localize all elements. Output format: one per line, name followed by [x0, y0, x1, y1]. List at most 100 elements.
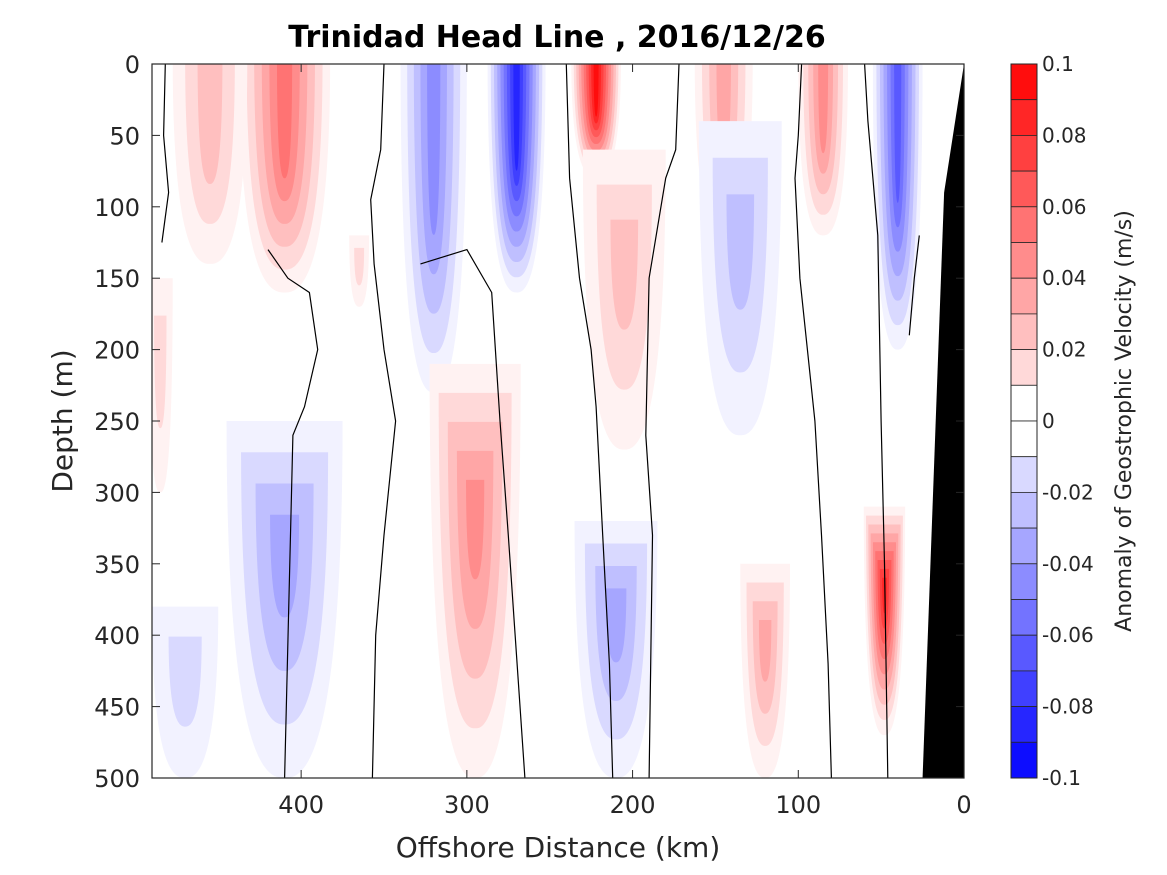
- contour-feature-15: [863, 506, 906, 736]
- contour-feature-11: [152, 606, 219, 778]
- colorbar-frame: [1010, 63, 1038, 779]
- colorbar-bin: [1010, 599, 1038, 636]
- contour-feature-9: [872, 64, 923, 350]
- contour-level: [610, 219, 639, 330]
- x-axis: 400 300 200 100 0: [278, 64, 972, 819]
- y-tick-label: 0: [125, 51, 140, 79]
- colorbar-bin: [1010, 741, 1038, 779]
- zero-contours: [161, 64, 920, 778]
- zero-contour-line: [161, 64, 170, 243]
- contour-feature-16: [349, 235, 370, 307]
- colorbar-bin: [1010, 527, 1038, 565]
- contour-feature-4: [571, 64, 621, 179]
- contour-feature-1: [172, 64, 248, 264]
- colorbar-bin: [1010, 706, 1038, 743]
- zero-contour-line: [420, 248, 526, 778]
- contour-feature-10: [226, 421, 343, 778]
- y-tick-label: 250: [94, 408, 140, 436]
- contour-level: [726, 194, 755, 310]
- zero-contour-line: [794, 64, 832, 778]
- contour-level: [154, 315, 167, 429]
- colorbar-tick-label: 0.06: [1042, 195, 1087, 219]
- y-axis: 0 50 100 150 200 250 300 350 400 450 500: [94, 51, 964, 793]
- colorbar-bin: [1010, 456, 1038, 493]
- contour-feature-17: [152, 278, 173, 493]
- y-tick-label: 150: [94, 265, 140, 293]
- zero-contour-line: [565, 64, 614, 778]
- colorbar-bin: [1010, 349, 1038, 386]
- contour-feature-13: [574, 520, 658, 778]
- contour-feature-5: [582, 149, 666, 450]
- colorbar-bin: [1010, 420, 1038, 458]
- contour-level: [605, 588, 627, 663]
- contour-feature-12: [429, 363, 521, 778]
- colorbar-title: Anomaly of Geostrophic Velocity (m/s): [1112, 210, 1137, 632]
- colorbar-bin: [1010, 206, 1038, 243]
- y-tick-label: 350: [94, 551, 140, 579]
- x-tick-label: 200: [610, 791, 656, 819]
- contour-level: [894, 64, 902, 203]
- zero-contour-line: [267, 249, 319, 778]
- y-tick-label: 200: [94, 337, 140, 365]
- zero-contour-line: [370, 64, 397, 778]
- contour-level: [758, 620, 772, 682]
- colorbar-bin: [1010, 313, 1038, 350]
- colorbar-tick-label: 0.1: [1042, 52, 1074, 76]
- contour-level: [593, 64, 599, 117]
- contour-feature-3: [400, 64, 467, 393]
- x-tick-label: 300: [444, 791, 490, 819]
- colorbar-bin: [1010, 170, 1038, 208]
- x-axis-title: Offshore Distance (km): [396, 831, 721, 864]
- colorbar-tick-label: 0: [1042, 409, 1055, 433]
- colorbar-tick-label: -0.02: [1042, 480, 1094, 504]
- contour-level: [168, 636, 202, 727]
- contour-feature-7: [798, 64, 848, 236]
- velocity-field: [152, 64, 923, 778]
- contour-level: [818, 64, 829, 154]
- colorbar-tick-label: -0.1: [1042, 766, 1081, 790]
- contour-feature-0: [239, 64, 331, 293]
- colorbar-bin: [1010, 134, 1038, 172]
- colorbar: 0.1 0.08 0.06 0.04 0.02 0 -0.02 -0.04 -0.06 -0.08…: [1010, 52, 1094, 790]
- colorbar-bin: [1010, 63, 1038, 101]
- bathymetry-shelf: [922, 64, 964, 778]
- colorbar-bin: [1010, 384, 1038, 422]
- zero-contour-line: [645, 64, 680, 778]
- contour-level: [276, 64, 293, 179]
- contour-feature-8: [698, 121, 782, 436]
- colorbar-bin: [1010, 99, 1038, 136]
- zero-contour-line: [908, 235, 920, 336]
- colorbar-bin: [1010, 634, 1038, 672]
- y-tick-label: 300: [94, 479, 140, 507]
- contour-level: [270, 514, 300, 618]
- y-tick-label: 450: [94, 694, 140, 722]
- colorbar-bin: [1010, 670, 1038, 708]
- contour-level: [466, 479, 485, 580]
- colorbar-bin: [1010, 563, 1038, 600]
- colorbar-tick-label: 0.02: [1042, 338, 1087, 362]
- colorbar-bin: [1010, 242, 1038, 279]
- contour-level: [197, 64, 223, 184]
- y-tick-label: 100: [94, 194, 140, 222]
- colorbar-tick-label: -0.08: [1042, 695, 1094, 719]
- colorbar-tick-label: 0.04: [1042, 266, 1087, 290]
- contour-level: [513, 64, 520, 171]
- zero-contour-line: [864, 64, 889, 778]
- contour-feature-2: [487, 64, 546, 293]
- y-tick-label: 500: [94, 765, 140, 793]
- y-tick-label: 400: [94, 622, 140, 650]
- colorbar-tick-label: 0.08: [1042, 123, 1087, 147]
- colorbar-bin: [1010, 491, 1038, 529]
- contour-level: [354, 247, 365, 286]
- y-tick-label: 50: [109, 122, 140, 150]
- colorbar-tick-label: -0.04: [1042, 552, 1094, 576]
- contour-level: [427, 64, 441, 235]
- x-tick-label: 100: [775, 791, 821, 819]
- x-tick-label: 400: [278, 791, 324, 819]
- y-axis-title: Depth (m): [46, 349, 79, 492]
- contour-feature-14: [740, 563, 790, 778]
- x-tick-label: 0: [956, 791, 971, 819]
- colorbar-tick-label: -0.06: [1042, 623, 1094, 647]
- chart-title: Trinidad Head Line , 2016/12/26: [288, 20, 825, 55]
